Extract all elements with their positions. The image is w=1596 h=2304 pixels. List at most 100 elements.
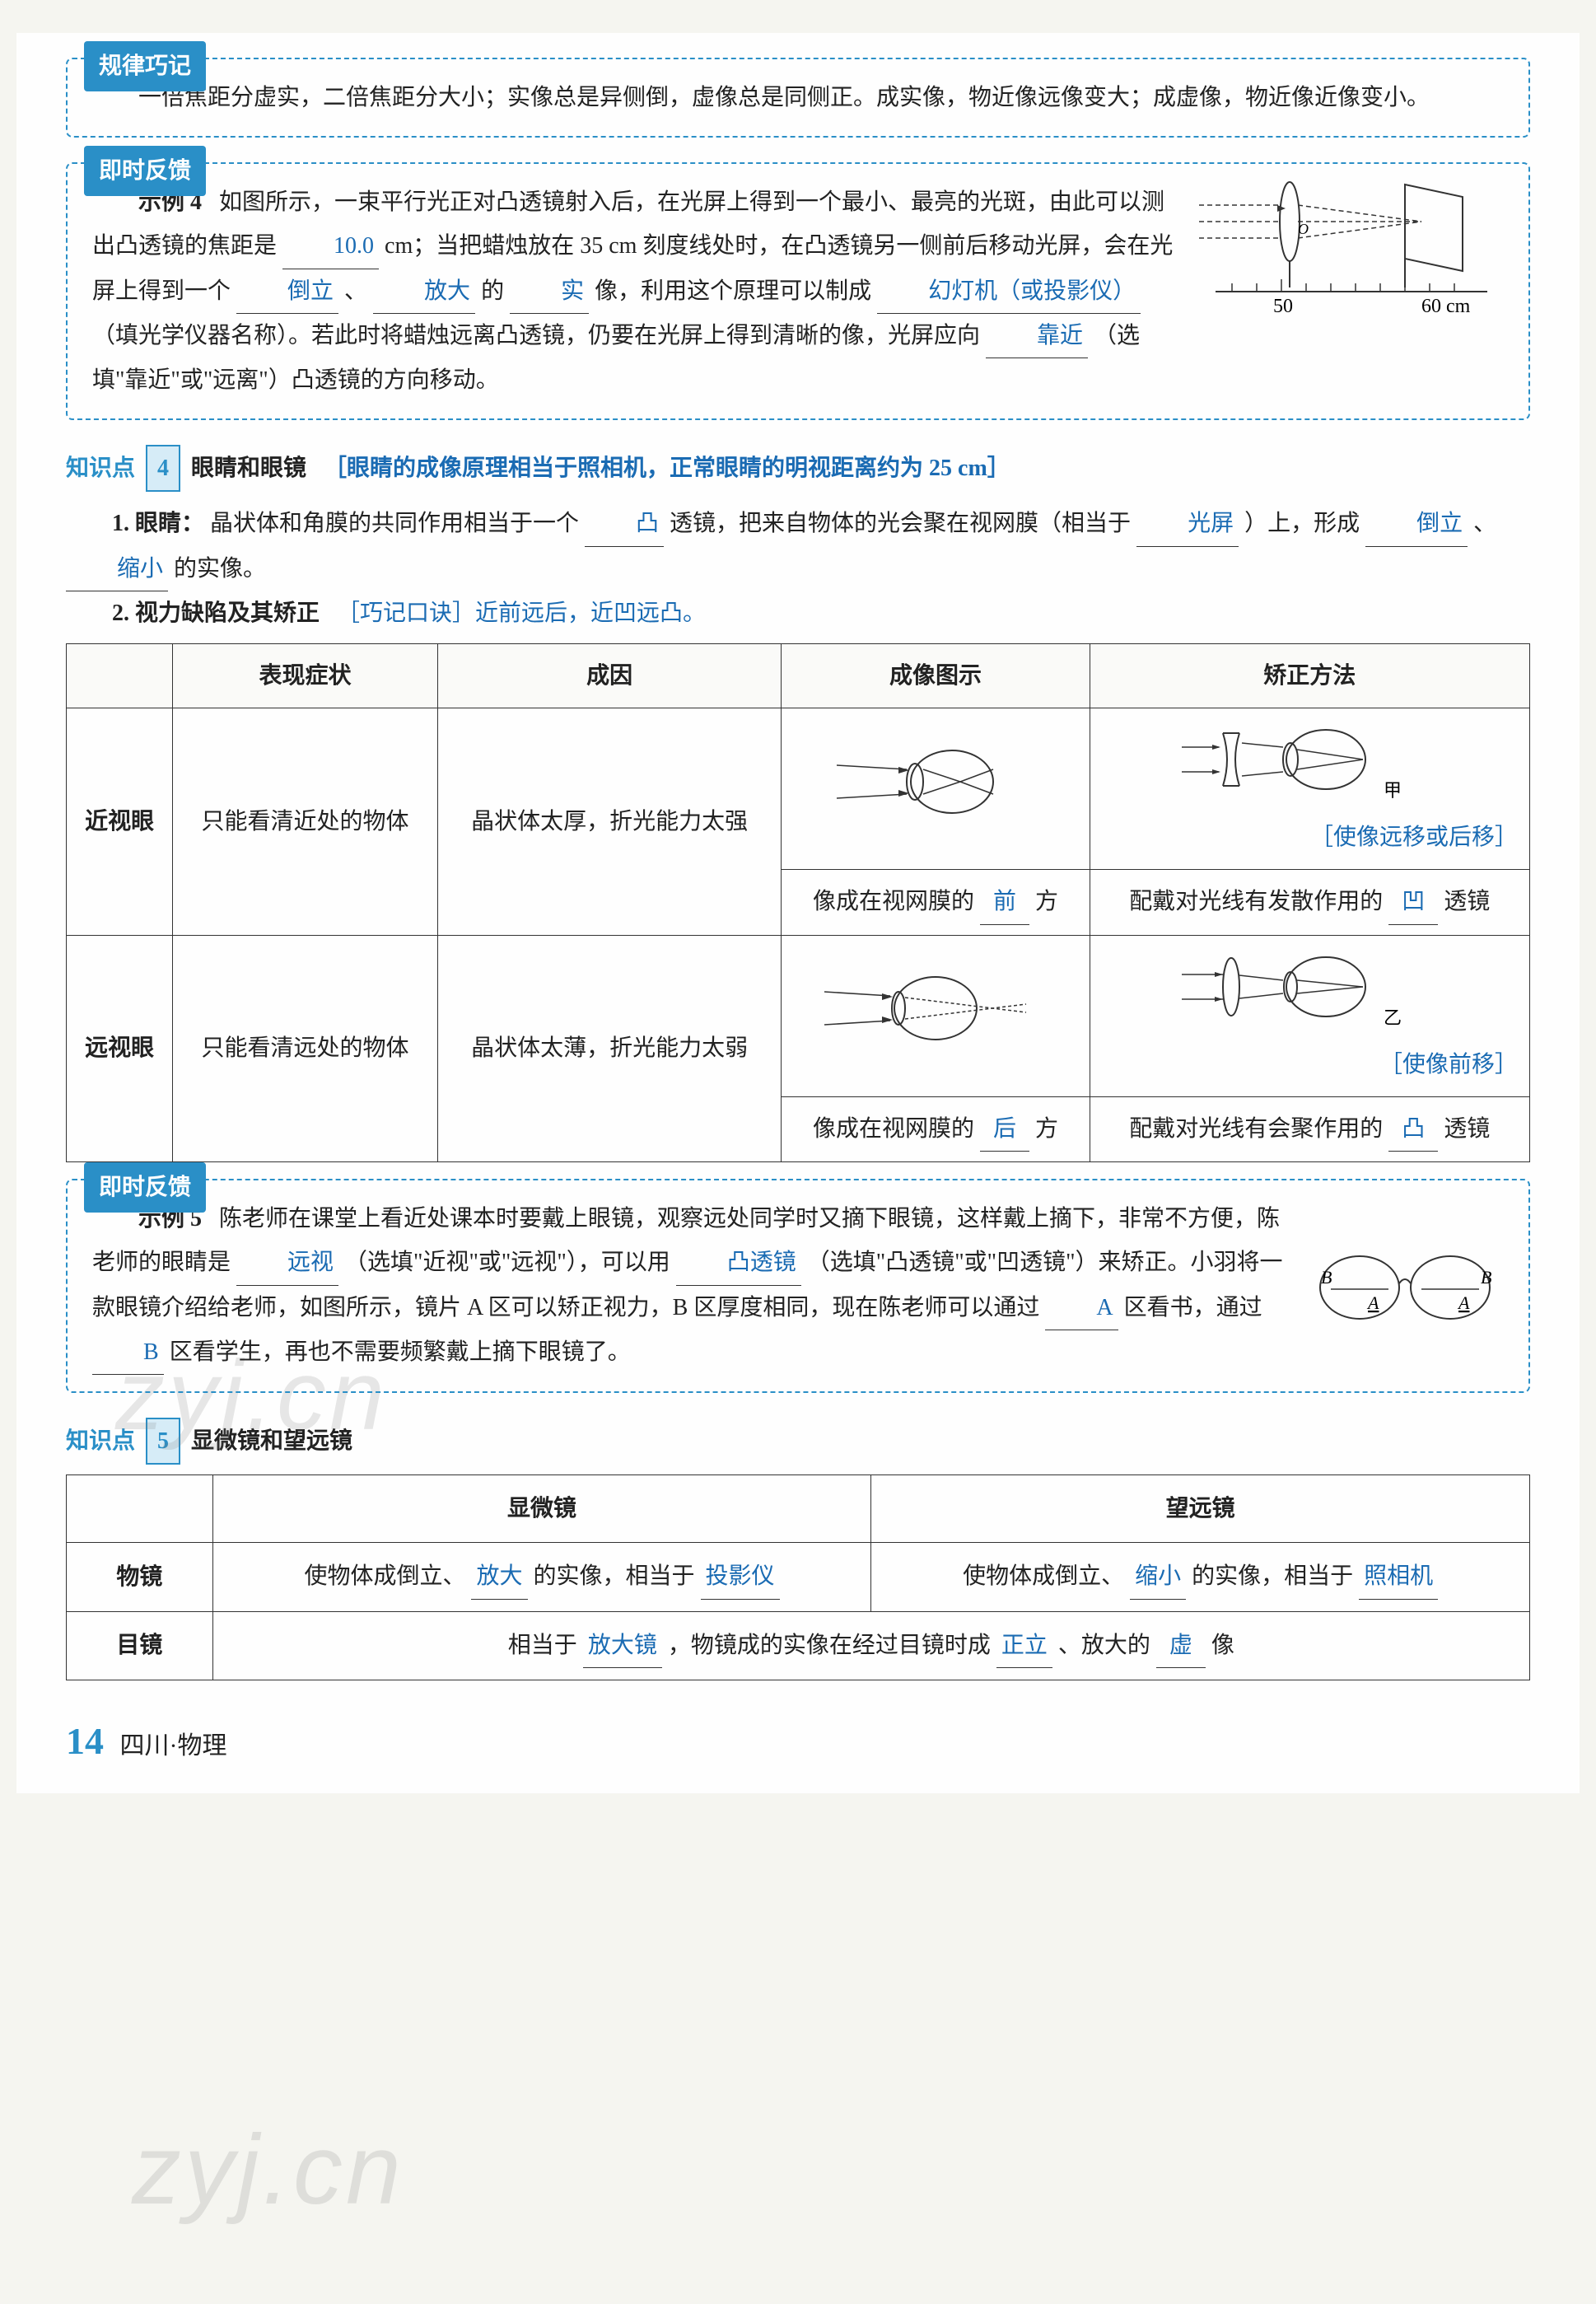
table-row: 近视眼 只能看清近处的物体 晶状体太厚，折光能力太强 — [67, 708, 1530, 870]
obj-label: 物镜 — [67, 1543, 213, 1611]
r0-symptom: 只能看清近处的物体 — [173, 708, 438, 936]
eye1-t5: 的实像。 — [174, 556, 266, 582]
r1-img-label: 像成在视网膜的 后 方 — [782, 1097, 1090, 1162]
r0-il-post: 方 — [1035, 889, 1058, 914]
sh1: 显微镜 — [212, 1475, 871, 1543]
ex4-m2: 的 — [481, 278, 504, 304]
eye1-t2: 透镜，把来自物体的光会聚在视网膜（相当于 — [670, 511, 1131, 536]
r0-cause: 晶状体太厚，折光能力太强 — [437, 708, 782, 936]
eye1-lead: 1. 眼睛： — [112, 511, 204, 536]
scope-table: 显微镜 望远镜 物镜 使物体成倒立、 放大 的实像，相当于 投影仪 使物体成倒立… — [66, 1474, 1530, 1680]
vh1: 表现症状 — [173, 643, 438, 708]
kp5-title: 显微镜和望远镜 — [191, 1428, 352, 1454]
jishi-tag: 即时反馈 — [84, 146, 206, 196]
om-mid: 的实像，相当于 — [534, 1563, 695, 1589]
eye1-t1: 晶状体和角膜的共同作用相当于一个 — [210, 511, 579, 536]
example5-text: 示例 5 陈老师在课堂上看近处课本时要戴上眼镜，观察远处同学时又摘下眼镜，这样戴… — [92, 1197, 1504, 1375]
ex4-m1: 、 — [344, 278, 367, 304]
footer-text: 四川·物理 — [120, 1732, 227, 1760]
r0-img-label: 像成在视网膜的 前 方 — [782, 870, 1090, 935]
ex5-a4: B — [92, 1330, 164, 1375]
om-a2: 投影仪 — [701, 1554, 780, 1599]
r0-fix-anno: ［使像远移或后移］ — [1102, 816, 1518, 859]
ex5-a1: 远视 — [236, 1241, 338, 1285]
table-row: 远视眼 只能看清远处的物体 晶状体太薄，折光能力太弱 — [67, 935, 1530, 1096]
vh2: 成因 — [437, 643, 782, 708]
eye2-anno: ［巧记口诀］近前远后，近凹远凸。 — [337, 601, 706, 626]
r1-symptom: 只能看清远处的物体 — [173, 935, 438, 1162]
ex4-a5: 幻灯机（或投影仪） — [877, 269, 1141, 314]
guilv-tag: 规律巧记 — [84, 41, 206, 91]
r1-fa: 凸 — [1388, 1107, 1438, 1152]
table-row: 物镜 使物体成倒立、 放大 的实像，相当于 投影仪 使物体成倒立、 缩小 的实像… — [67, 1543, 1530, 1611]
kp4-title: 眼睛和眼镜 — [191, 456, 306, 481]
eye1-text: 1. 眼睛： 晶状体和角膜的共同作用相当于一个 凸 透镜，把来自物体的光会聚在视… — [66, 502, 1530, 591]
page-number: 14 — [66, 1720, 104, 1762]
r1-il-ans: 后 — [980, 1107, 1029, 1152]
ot-a1: 缩小 — [1130, 1554, 1186, 1599]
kp4-row: 知识点 4 眼睛和眼镜 ［眼睛的成像原理相当于照相机，正常眼睛的明视距离约为 2… — [66, 445, 1530, 492]
r1-fpo: 透镜 — [1444, 1116, 1490, 1142]
kp4-anno: ［眼睛的成像原理相当于照相机，正常眼睛的明视距离约为 25 cm］ — [324, 456, 1010, 481]
eye-cell: 相当于 放大镜 ，物镜成的实像在经过目镜时成 正立 、放大的 虚 像 — [212, 1611, 1529, 1680]
re-mid: ，物镜成的实像在经过目镜时成 — [668, 1633, 991, 1658]
eye1-a2: 光屏 — [1136, 502, 1239, 546]
r1-fix-anno: ［使像前移］ — [1102, 1043, 1518, 1087]
svg-text:50: 50 — [1273, 296, 1293, 317]
eye1-a3: 倒立 — [1365, 502, 1468, 546]
svg-text:乙: 乙 — [1384, 1007, 1402, 1028]
eye1-a1: 凸 — [585, 502, 664, 546]
ot-pre: 使物体成倒立、 — [963, 1563, 1124, 1589]
r1-il-pre: 像成在视网膜的 — [813, 1116, 974, 1142]
svg-text:A: A — [1457, 1292, 1470, 1313]
r1-fix-text: 配戴对光线有会聚作用的 凸 透镜 — [1090, 1097, 1529, 1162]
svg-text:O: O — [1298, 221, 1309, 237]
r0-diagram — [782, 708, 1090, 870]
re-a1: 放大镜 — [583, 1624, 662, 1668]
om-a1: 放大 — [471, 1554, 527, 1599]
r0-fa: 凹 — [1388, 880, 1438, 924]
re-a3: 虚 — [1156, 1624, 1206, 1668]
ex4-a4: 实 — [510, 269, 589, 314]
svg-text:甲: 甲 — [1384, 780, 1402, 801]
eye1-t4: 、 — [1473, 511, 1496, 536]
r1-name: 远视眼 — [67, 935, 173, 1162]
svg-text:60 cm: 60 cm — [1421, 296, 1471, 317]
footer: 14 四川·物理 — [66, 1705, 1530, 1777]
kp5-num: 5 — [146, 1418, 180, 1465]
ex4-a1: 10.0 — [282, 224, 379, 269]
ex5-t5: 区看学生，再也不需要频繁戴上摘下眼镜了。 — [170, 1339, 631, 1365]
glasses-figure: B A A B — [1306, 1230, 1504, 1344]
ot-mid: 的实像，相当于 — [1192, 1563, 1353, 1589]
lens-figure: O 50 60 cm — [1191, 172, 1504, 335]
eye2-lead: 2. 视力缺陷及其矫正 — [112, 601, 320, 626]
ex4-p2: （填光学仪器名称）。若此时将蜡烛远离凸透镜，仍要在光屏上得到清晰的像，光屏应向 — [92, 323, 980, 348]
ex4-p1: 像，利用这个原理可以制成 — [595, 278, 871, 304]
kp5-label: 知识点 — [66, 1428, 135, 1454]
re-pre: 相当于 — [508, 1633, 577, 1658]
vision-table: 表现症状 成因 成像图示 矫正方法 近视眼 只能看清近处的物体 晶状体太厚，折光… — [66, 643, 1530, 1162]
r1-cause: 晶状体太薄，折光能力太弱 — [437, 935, 782, 1162]
jishi-box-2: 即时反馈 B A A B 示例 5 陈老师在课堂上看近处课本时要戴上眼镜，观察远… — [66, 1179, 1530, 1393]
sh0 — [67, 1475, 213, 1543]
table-row: 目镜 相当于 放大镜 ，物镜成的实像在经过目镜时成 正立 、放大的 虚 像 — [67, 1611, 1530, 1680]
vh4: 矫正方法 — [1090, 643, 1529, 708]
vision-header-row: 表现症状 成因 成像图示 矫正方法 — [67, 643, 1530, 708]
page: zyj.cn zyj.cn 规律巧记 一倍焦距分虚实，二倍焦距分大小；实像总是异… — [16, 33, 1580, 1793]
scope-header-row: 显微镜 望远镜 — [67, 1475, 1530, 1543]
sh2: 望远镜 — [871, 1475, 1530, 1543]
eye2-row: 2. 视力缺陷及其矫正 ［巧记口诀］近前远后，近凹远凸。 — [66, 591, 1530, 635]
ex5-t2: （选填"近视"或"远视"），可以用 — [344, 1250, 670, 1275]
guilv-text: 一倍焦距分虚实，二倍焦距分大小；实像总是异侧倒，虚像总是同侧正。成实像，物近像远… — [92, 76, 1504, 119]
eye1-t3: ）上，形成 — [1244, 511, 1360, 536]
r0-il-pre: 像成在视网膜的 — [813, 889, 974, 914]
r1-fp: 配戴对光线有会聚作用的 — [1129, 1116, 1383, 1142]
ex5-a3: A — [1045, 1286, 1118, 1330]
eye1-a4: 缩小 — [66, 547, 168, 591]
vh0 — [67, 643, 173, 708]
re-mid2: 、放大的 — [1058, 1633, 1150, 1658]
kp4-num: 4 — [146, 445, 180, 492]
jishi-box-1: 即时反馈 O — [66, 162, 1530, 420]
guilv-box: 规律巧记 一倍焦距分虚实，二倍焦距分大小；实像总是异侧倒，虚像总是同侧正。成实像… — [66, 58, 1530, 138]
eye-label: 目镜 — [67, 1611, 213, 1680]
